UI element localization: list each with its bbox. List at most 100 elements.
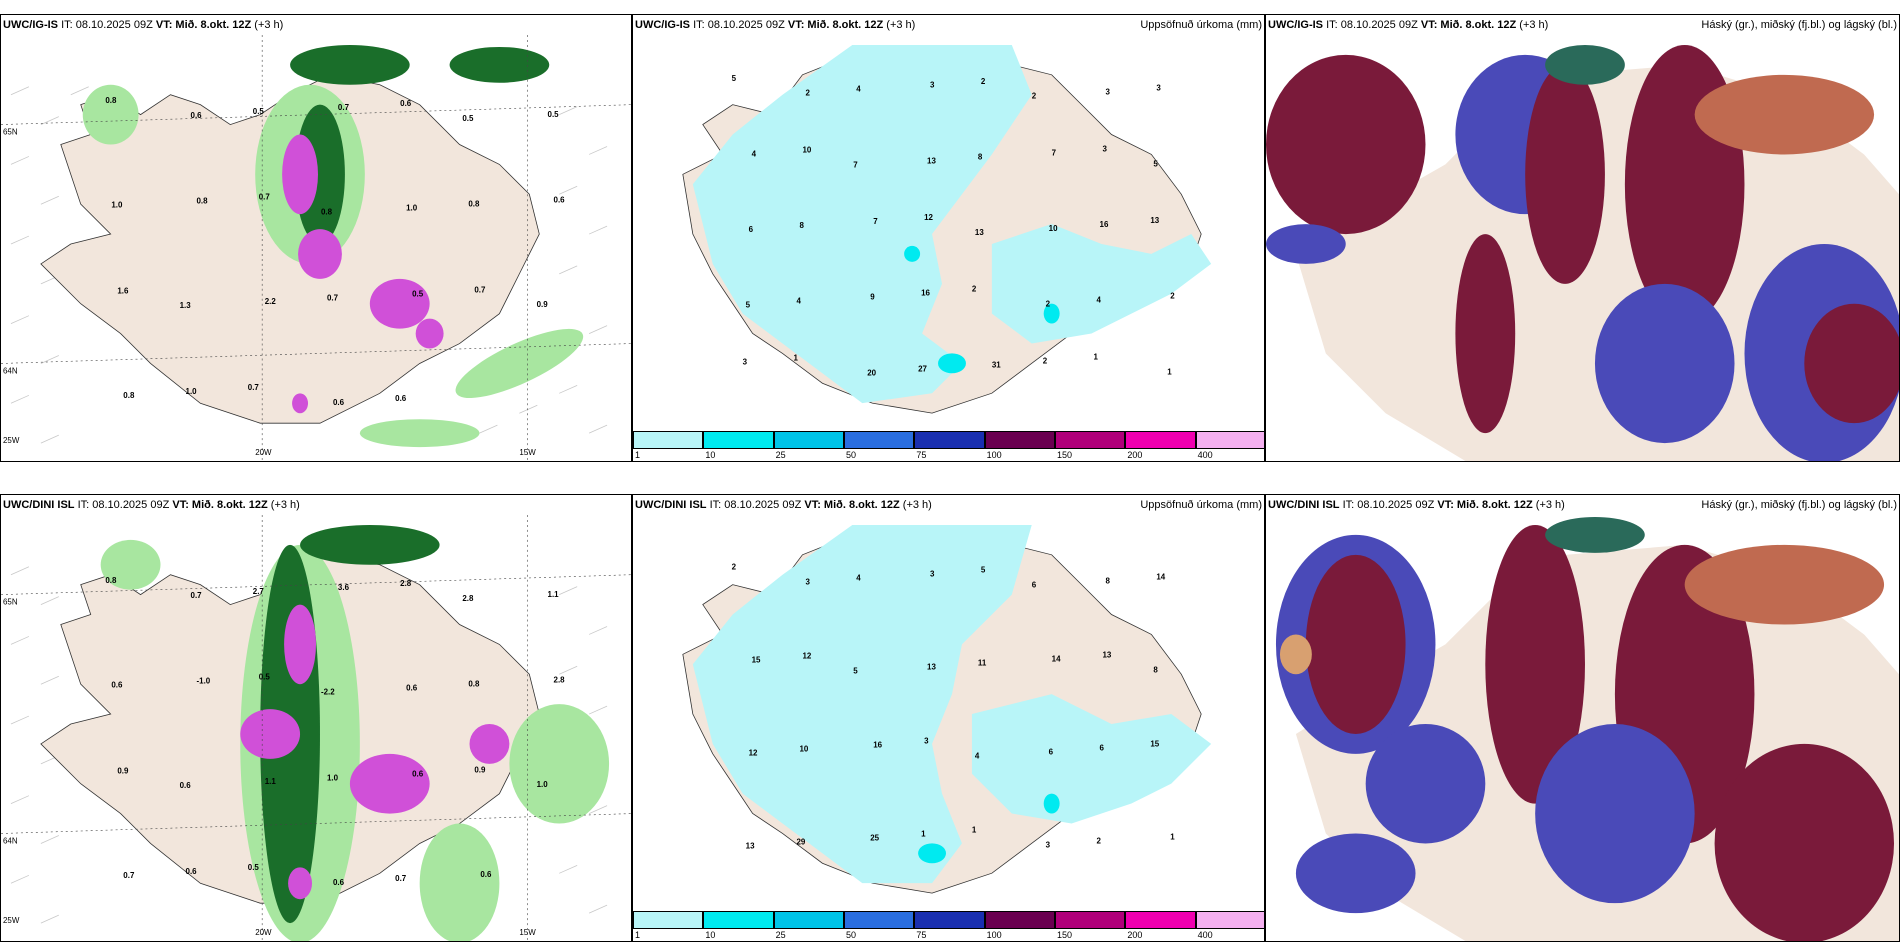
colorbar-segment bbox=[914, 431, 985, 449]
lead-label: (+3 h) bbox=[254, 19, 284, 31]
value-label: 3 bbox=[924, 737, 929, 746]
value-label: 0.6 bbox=[333, 398, 345, 407]
lon-25w: 25W bbox=[3, 916, 20, 925]
value-label: 0.9 bbox=[474, 765, 486, 774]
value-label: 1 bbox=[921, 830, 926, 839]
precip-green bbox=[100, 524, 610, 941]
value-label: 1.1 bbox=[265, 777, 277, 786]
value-label: 1 bbox=[1094, 352, 1099, 361]
value-label: 3.6 bbox=[338, 583, 350, 592]
value-label: 10 bbox=[799, 745, 808, 754]
model-name: UWC/IG-IS bbox=[1268, 19, 1323, 31]
it-label: IT: 08.10.2025 09Z bbox=[1342, 499, 1435, 511]
lon-20w: 20W bbox=[255, 448, 272, 457]
colorbar-segment bbox=[1195, 911, 1264, 929]
value-label: 2.7 bbox=[253, 587, 265, 596]
colorbar-segment bbox=[1055, 431, 1126, 449]
value-label: 0.7 bbox=[395, 874, 407, 883]
field-title: Háský (gr.), miðský (fj.bl.) og lágský (… bbox=[1701, 19, 1897, 31]
value-label: 2 bbox=[972, 285, 977, 294]
panel-bot-right: UWC/DINI ISL IT: 08.10.2025 09Z VT: Mið.… bbox=[1265, 494, 1900, 942]
value-label: 20 bbox=[867, 368, 876, 377]
value-label: 0.6 bbox=[400, 99, 412, 108]
value-label: 0.6 bbox=[395, 394, 407, 403]
value-label: 0.5 bbox=[548, 110, 560, 119]
title-bar: UWC/DINI ISL IT: 08.10.2025 09Z VT: Mið.… bbox=[1268, 497, 1897, 515]
colorbar-label: 100 bbox=[986, 930, 1002, 940]
value-label: 2 bbox=[805, 89, 810, 98]
model-name: UWC/DINI ISL bbox=[1268, 499, 1340, 511]
title-bar: UWC/IG-IS IT: 08.10.2025 09Z VT: Mið. 8.… bbox=[1268, 17, 1897, 35]
it-label: IT: 08.10.2025 09Z bbox=[1326, 19, 1418, 31]
vt-label: VT: Mið. 8.okt. 12Z bbox=[155, 19, 252, 31]
value-label: 0.8 bbox=[321, 208, 333, 217]
value-label: 4 bbox=[1097, 296, 1102, 305]
cloud-layers bbox=[1266, 44, 1899, 461]
colorbar-segment bbox=[844, 911, 915, 929]
temp-labels: 0.8 0.7 2.7 3.6 2.8 2.8 1.1 0.6 -1.0 0.5 -2.2 0.6 0.… bbox=[105, 576, 565, 887]
cloud-map[interactable] bbox=[1266, 35, 1899, 461]
cloud-layers bbox=[1275, 516, 1894, 941]
graticule bbox=[1, 515, 631, 941]
panel-top-mid: UWC/IG-IS IT: 08.10.2025 09Z VT: Mið. 8.… bbox=[632, 14, 1265, 462]
panel-top-right: UWC/IG-IS IT: 08.10.2025 09Z VT: Mið. 8.… bbox=[1265, 14, 1900, 462]
vt-label: VT: Mið. 8.okt. 12Z bbox=[1437, 499, 1533, 511]
value-label: 0.8 bbox=[468, 680, 480, 689]
value-label: 0.9 bbox=[537, 300, 549, 309]
value-label: 1.0 bbox=[186, 387, 198, 396]
value-label: 4 bbox=[856, 573, 861, 582]
cloud-map[interactable] bbox=[1266, 515, 1899, 941]
value-label: 0.7 bbox=[248, 383, 260, 392]
value-label: 0.6 bbox=[186, 867, 198, 876]
wind-temp-map[interactable]: 20W 15W 65N 64N 25W 0.8 0.7 2.7 3.6 2.8 2.8 1.… bbox=[1, 515, 631, 941]
lat-65n: 65N bbox=[3, 598, 18, 607]
precip-magenta bbox=[282, 134, 444, 414]
lead-label: (+3 h) bbox=[902, 499, 932, 511]
value-label: 1.6 bbox=[117, 286, 129, 295]
value-label: 3 bbox=[1106, 88, 1111, 97]
value-label: 11 bbox=[978, 658, 987, 667]
value-label: 25 bbox=[870, 834, 879, 843]
map-svg bbox=[1266, 515, 1899, 941]
panel-top-left: UWC/IG-IS IT: 08.10.2025 09Z VT: Mið. 8.… bbox=[0, 14, 632, 462]
wind-temp-map[interactable]: 20W 15W 65N 64N 25W 0.8 0.6 0.5 0.7 0.6 0.5 0.… bbox=[1, 35, 631, 461]
value-label: 13 bbox=[746, 842, 755, 851]
value-label: 8 bbox=[978, 152, 983, 161]
value-label: 2 bbox=[1170, 292, 1175, 301]
value-label: 2 bbox=[1043, 356, 1048, 365]
value-label: 0.7 bbox=[338, 103, 350, 112]
precip-map[interactable]: 5 2 4 3 2 2 3 3 4 10 7 13 8 7 3 5 6 8 7 12 13 10 16 13 5 4 9 16 2 2 4 2… bbox=[633, 35, 1264, 431]
precip-map[interactable]: 2 3 4 3 5 6 8 14 15 12 5 13 11 14 13 8 12 10 16 3 4 6 6 15 13 29 2… bbox=[633, 515, 1264, 911]
colorbar-label: 100 bbox=[986, 450, 1002, 460]
value-label: 1 bbox=[972, 826, 977, 835]
model-name: UWC/IG-IS bbox=[635, 19, 690, 31]
value-label: 1 bbox=[1170, 833, 1175, 842]
precip-heavy bbox=[918, 793, 1060, 864]
value-label: 0.6 bbox=[406, 684, 418, 693]
precip-magenta bbox=[240, 604, 510, 900]
value-label: 1.0 bbox=[537, 780, 549, 789]
value-label: 4 bbox=[856, 85, 861, 94]
precip-colorbar: 1 10 25 50 75 100 150 200 400 bbox=[633, 431, 1264, 461]
colorbar-segment bbox=[633, 911, 704, 929]
title-bar: UWC/DINI ISL IT: 08.10.2025 09Z VT: Mið.… bbox=[3, 497, 629, 515]
map-svg: 20W 15W 65N 64N 25W 0.80.6 0.5 0.7 0.60.5 0.… bbox=[1, 35, 631, 461]
colorbar-segment bbox=[984, 911, 1055, 929]
lead-label: (+3 h) bbox=[270, 499, 300, 511]
value-label: 3 bbox=[930, 81, 935, 90]
lon-15w: 15W bbox=[519, 928, 536, 937]
value-label: 1.1 bbox=[548, 590, 560, 599]
lat-64n: 64N bbox=[3, 836, 18, 845]
colorbar-label: 10 bbox=[705, 450, 716, 460]
value-label: 3 bbox=[743, 357, 748, 366]
value-label: 3 bbox=[1046, 841, 1051, 850]
vt-label: VT: Mið. 8.okt. 12Z bbox=[1420, 19, 1517, 31]
value-label: 3 bbox=[930, 569, 935, 578]
value-label: 0.5 bbox=[248, 863, 260, 872]
value-label: 5 bbox=[746, 301, 751, 310]
value-label: 2.8 bbox=[462, 594, 474, 603]
colorbar-label: 25 bbox=[775, 930, 786, 940]
value-label: 13 bbox=[975, 228, 984, 237]
colorbar-segment bbox=[984, 431, 1055, 449]
